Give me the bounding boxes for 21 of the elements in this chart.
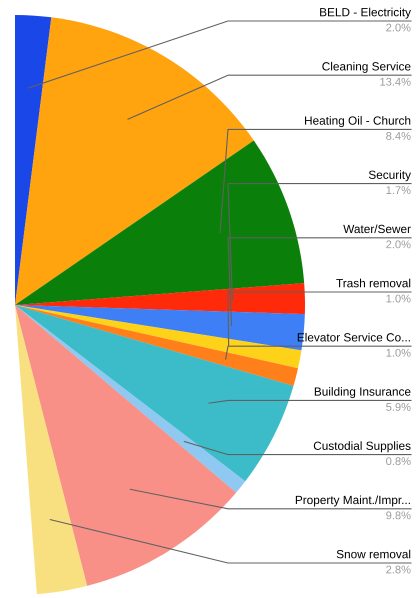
slice-label: Building Insurance <box>314 387 410 398</box>
slice-label: Custodial Supplies <box>314 441 411 452</box>
slice-label: Heating Oil - Church <box>305 116 410 128</box>
data-label: 9.8% <box>386 511 411 520</box>
data-label: 2.8% <box>386 566 411 574</box>
data-label: 2.0% <box>386 240 411 248</box>
slice-label: Security <box>368 170 411 182</box>
data-label: 13.4% <box>380 78 411 86</box>
slice-label: Property Maint./Impr... <box>296 495 410 506</box>
data-label: 8.4% <box>386 132 411 140</box>
slice-label: BELD - Electricity <box>320 8 411 19</box>
data-label: 1.0% <box>386 294 411 302</box>
slice-label: Snow removal <box>336 550 410 558</box>
data-label: 1.7% <box>386 186 411 194</box>
slice-label: Water/Sewer <box>343 224 411 234</box>
slice-label: Trash removal <box>336 278 410 288</box>
data-label: 1.0% <box>386 348 411 357</box>
slice-label: Cleaning Service <box>322 62 410 73</box>
data-label: 0.8% <box>386 457 411 466</box>
data-label: 2.0% <box>386 24 411 32</box>
data-label: 5.9% <box>386 403 411 411</box>
